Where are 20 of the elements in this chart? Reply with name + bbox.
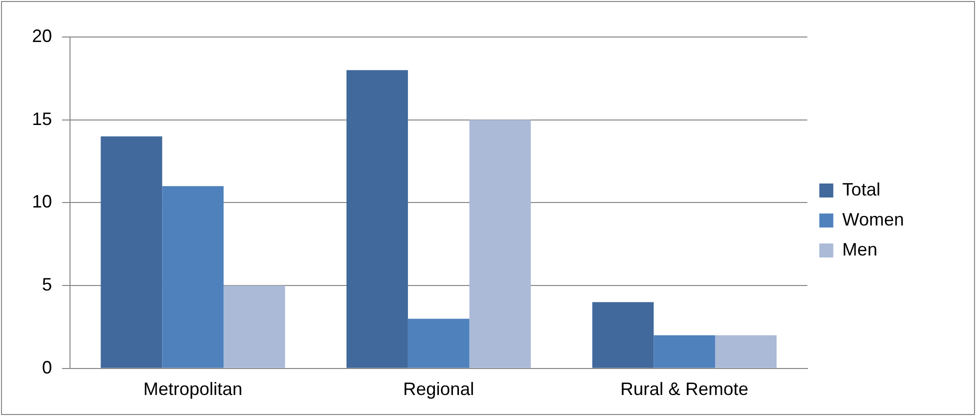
y-tick-label: 20 <box>32 26 52 46</box>
bar <box>469 120 531 368</box>
legend-label: Total <box>842 179 880 200</box>
bar <box>224 286 286 368</box>
bar <box>592 302 654 368</box>
x-tick-label: Metropolitan <box>143 379 242 400</box>
bar <box>715 335 777 368</box>
y-tick-label: 5 <box>42 274 52 295</box>
bar <box>346 70 408 368</box>
bar <box>408 318 470 368</box>
x-tick-label: Regional <box>403 379 474 400</box>
y-tick-label: 0 <box>42 357 52 378</box>
bar <box>100 136 162 368</box>
y-tick-label: 15 <box>32 108 52 129</box>
bar <box>162 186 224 368</box>
x-tick-label: Rural & Remote <box>620 379 748 400</box>
legend-label: Women <box>842 209 904 230</box>
bar <box>654 335 716 368</box>
y-tick-label: 10 <box>32 192 52 212</box>
legend-label: Men <box>842 239 878 260</box>
